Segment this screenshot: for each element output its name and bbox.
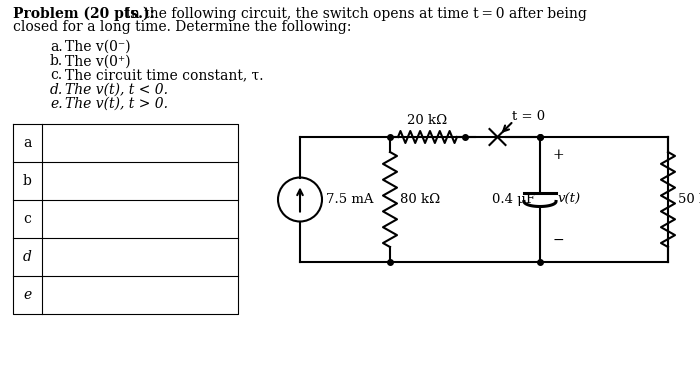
- Text: +: +: [552, 148, 564, 162]
- Text: 0.4 μF: 0.4 μF: [492, 193, 535, 206]
- Text: The circuit time constant, τ.: The circuit time constant, τ.: [65, 68, 263, 82]
- Text: 50 kΩ: 50 kΩ: [678, 193, 700, 206]
- Text: e.: e.: [50, 97, 62, 111]
- Text: b: b: [23, 174, 32, 188]
- Text: c.: c.: [50, 68, 62, 82]
- Text: The v(t), t > 0.: The v(t), t > 0.: [65, 97, 168, 111]
- Text: 80 kΩ: 80 kΩ: [400, 193, 440, 206]
- Text: The v(t), t < 0.: The v(t), t < 0.: [65, 83, 168, 96]
- Text: b.: b.: [50, 54, 63, 68]
- Text: closed for a long time. Determine the following:: closed for a long time. Determine the fo…: [13, 20, 351, 34]
- Text: The v(0⁺): The v(0⁺): [65, 54, 131, 68]
- Text: Problem (20 pts.):: Problem (20 pts.):: [13, 7, 155, 22]
- Text: d: d: [23, 250, 32, 264]
- Text: −: −: [552, 233, 564, 247]
- Text: The v(0⁻): The v(0⁻): [65, 40, 131, 54]
- Text: a: a: [23, 136, 32, 150]
- Text: v(t): v(t): [558, 193, 581, 206]
- Text: e: e: [23, 288, 32, 302]
- Text: 20 kΩ: 20 kΩ: [407, 114, 447, 127]
- Text: In the following circuit, the switch opens at time t = 0 after being: In the following circuit, the switch ope…: [121, 7, 587, 21]
- Text: c: c: [24, 212, 32, 226]
- Text: d.: d.: [50, 83, 63, 96]
- Text: 7.5 mA: 7.5 mA: [326, 193, 374, 206]
- Text: t = 0: t = 0: [512, 110, 545, 123]
- Text: a.: a.: [50, 40, 62, 54]
